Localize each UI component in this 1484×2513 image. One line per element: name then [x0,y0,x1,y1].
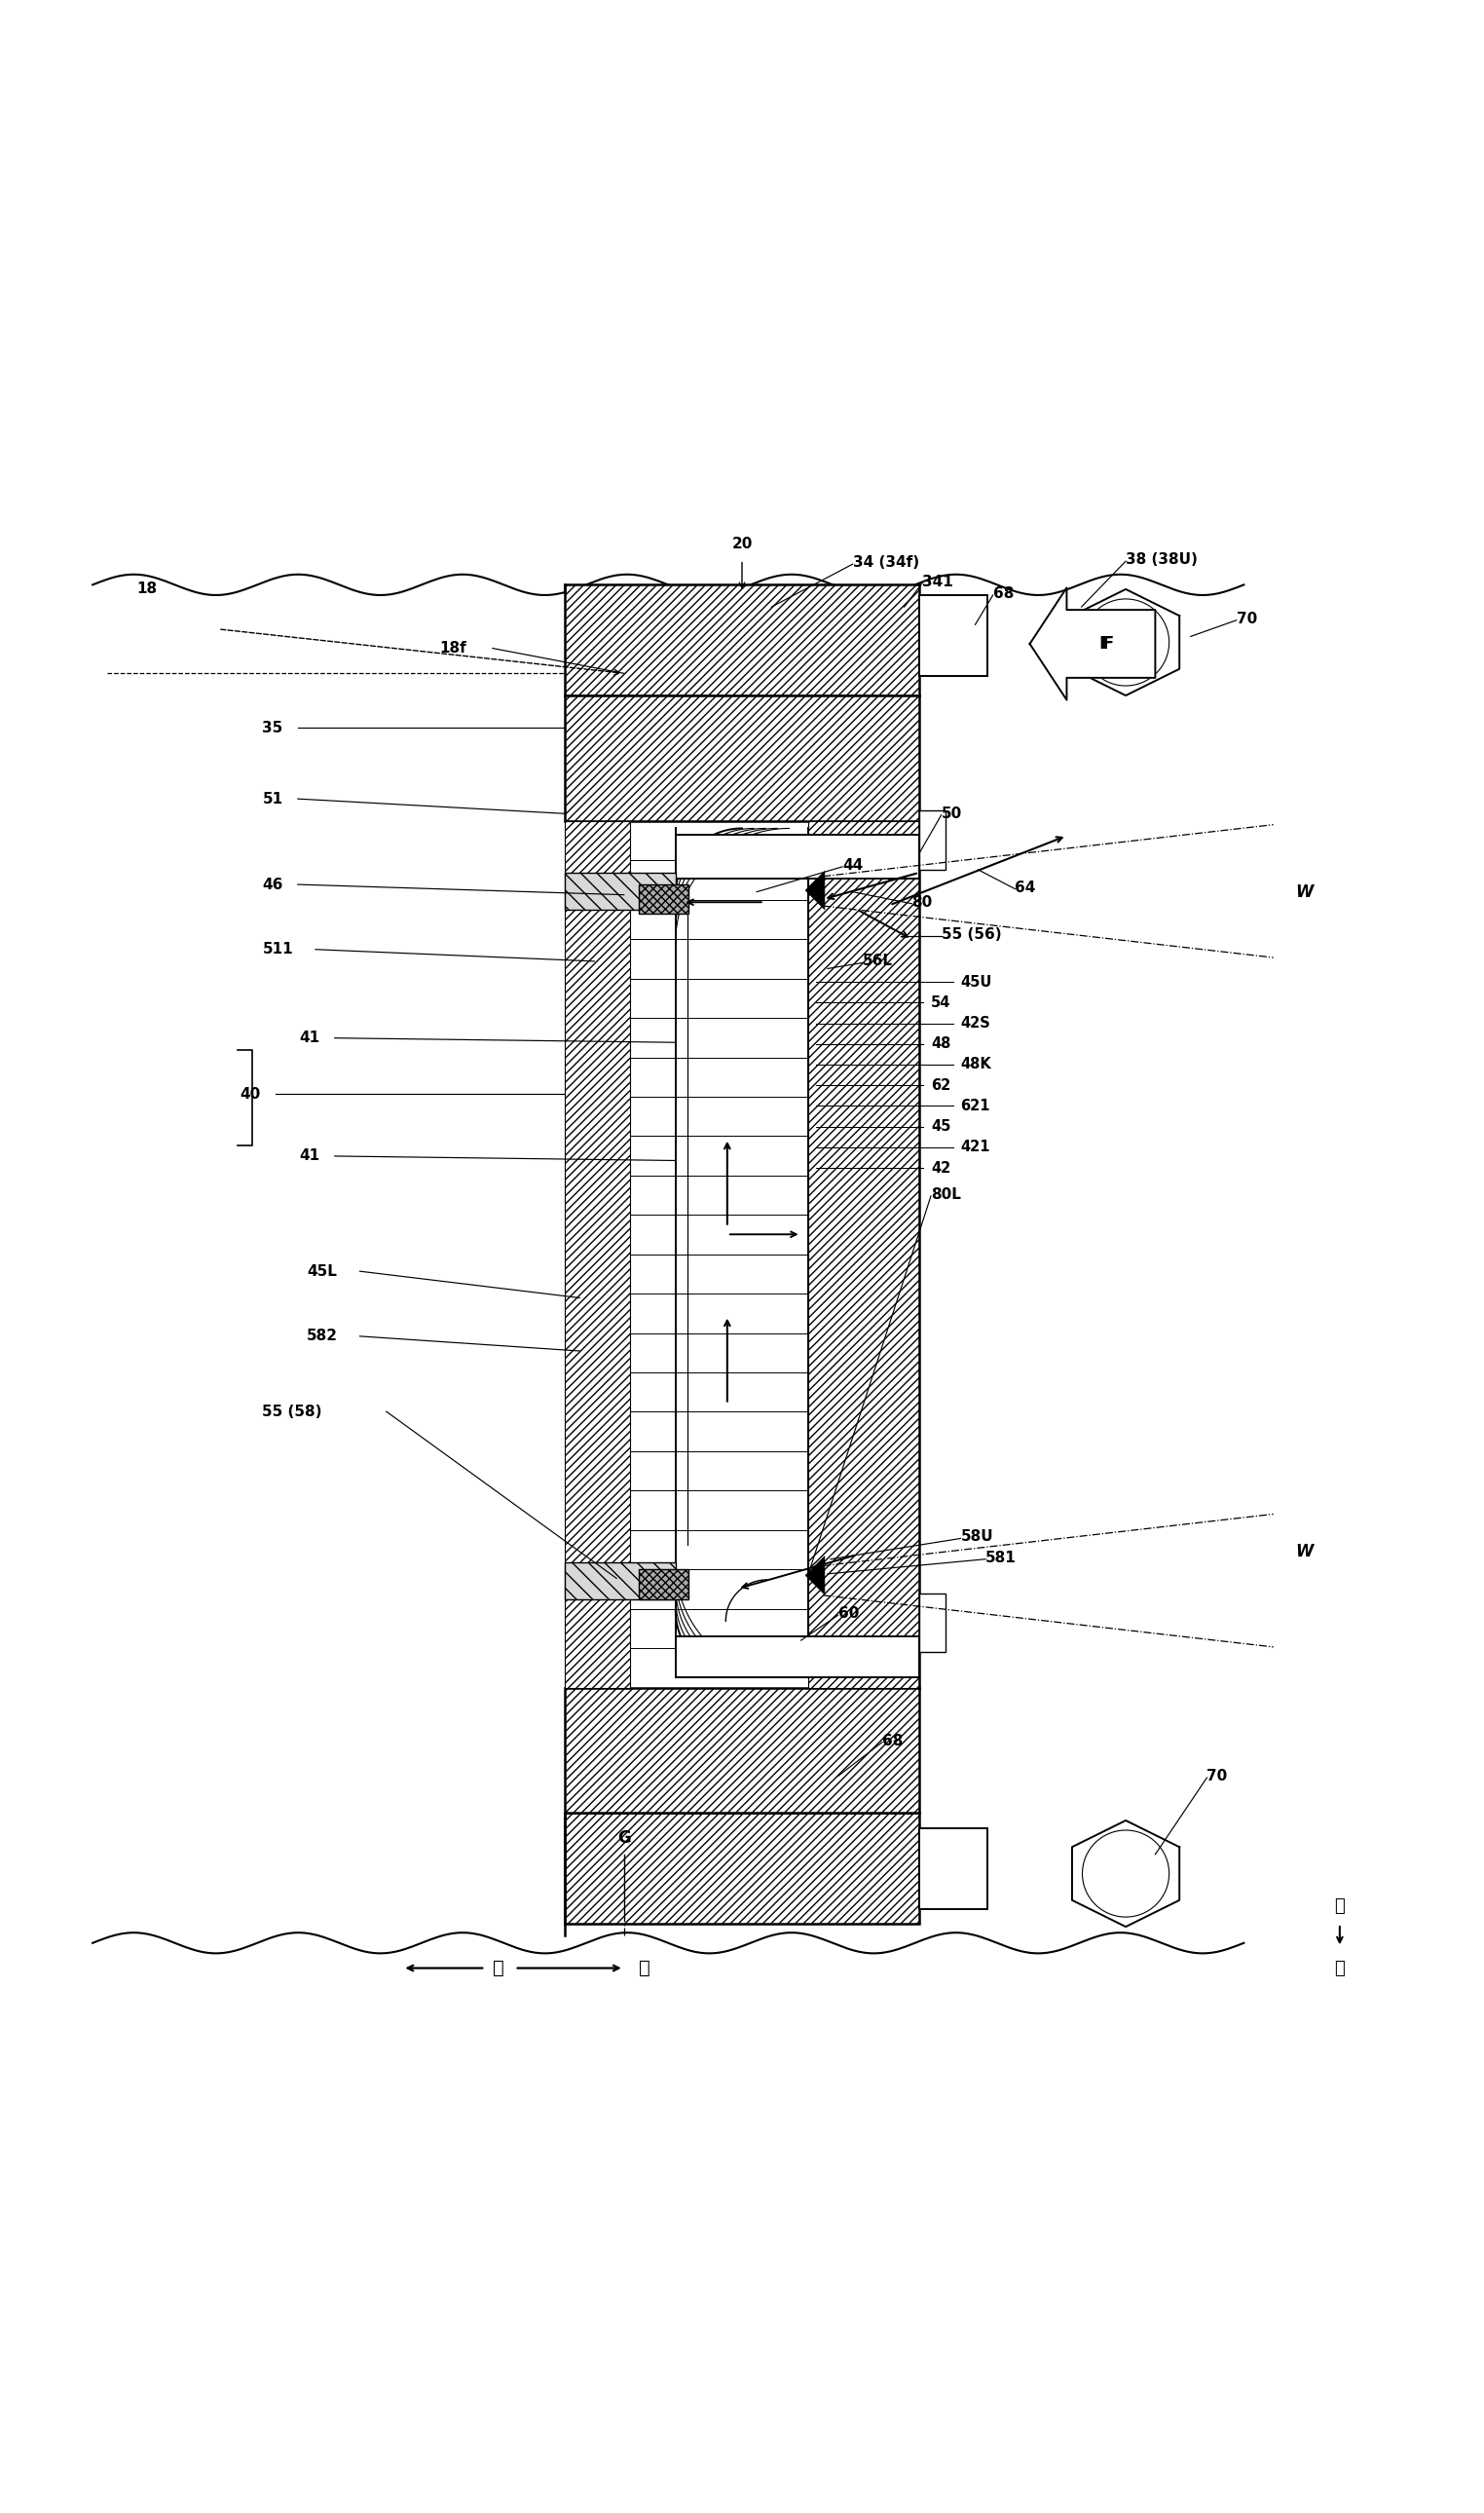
Text: 20: 20 [732,535,752,550]
Bar [919,596,987,676]
Text: 34 (34f): 34 (34f) [853,555,919,570]
Text: 70: 70 [1206,1769,1227,1784]
Text: 后: 后 [493,1958,505,1978]
Text: 62: 62 [930,1078,951,1093]
Text: G: G [617,1829,631,1847]
Bar [809,822,919,1689]
Polygon shape [806,1556,825,1596]
Text: 582: 582 [307,1329,338,1344]
Text: W: W [1296,1543,1313,1561]
Text: W: W [1296,882,1313,900]
Bar [675,1636,919,1676]
Bar [565,1689,919,1812]
Text: 18f: 18f [439,641,466,656]
Text: 18: 18 [137,583,157,596]
Text: 45: 45 [930,1118,951,1133]
Text: 50: 50 [941,807,962,822]
Text: 511: 511 [263,942,294,957]
Bar [565,586,919,696]
Bar [565,696,919,822]
Polygon shape [1030,588,1155,701]
Text: 前: 前 [638,1958,650,1978]
Bar [638,885,689,915]
Text: 60: 60 [838,1606,859,1621]
Text: 45U: 45U [960,975,991,990]
Text: 40: 40 [240,1086,261,1101]
Text: 41: 41 [300,1030,321,1045]
Text: F: F [1103,636,1114,653]
Text: 35: 35 [263,721,283,736]
Bar [565,822,629,1689]
Bar [565,1812,919,1925]
Text: 48: 48 [930,1035,951,1050]
Text: 54: 54 [930,995,951,1010]
Polygon shape [1071,1819,1180,1927]
Text: 68: 68 [881,1734,904,1749]
Bar [565,872,675,910]
Text: 41: 41 [300,1148,321,1164]
Text: 51: 51 [263,792,283,807]
Bar [675,834,919,880]
Text: 55 (56): 55 (56) [941,927,1002,942]
Bar [919,1827,987,1910]
Bar [919,1593,945,1651]
Text: 45L: 45L [307,1264,337,1279]
Text: 68: 68 [993,586,1014,601]
Text: 581: 581 [985,1551,1017,1566]
Text: 38 (38U): 38 (38U) [1126,553,1198,568]
Text: 46: 46 [263,877,283,892]
Text: 56L: 56L [864,955,893,968]
Polygon shape [806,872,825,910]
Text: 64: 64 [1015,880,1036,895]
Text: 48K: 48K [960,1058,991,1073]
Text: F: F [1100,636,1112,653]
Text: 621: 621 [960,1098,990,1113]
Bar [565,1563,675,1598]
Text: 42S: 42S [960,1015,990,1030]
Text: 80: 80 [911,895,932,910]
Text: 58U: 58U [960,1530,993,1545]
Text: 341: 341 [922,575,953,588]
Text: 421: 421 [960,1141,990,1153]
Polygon shape [1071,588,1180,696]
Text: 70: 70 [1236,611,1257,626]
Text: 55 (58): 55 (58) [263,1405,322,1420]
Text: 上: 上 [1334,1897,1345,1915]
Bar [919,812,945,869]
Text: 44: 44 [843,857,864,872]
Text: 42: 42 [930,1161,951,1176]
Text: 下: 下 [1334,1960,1345,1978]
Text: 80L: 80L [930,1186,962,1201]
Bar [638,1571,689,1598]
